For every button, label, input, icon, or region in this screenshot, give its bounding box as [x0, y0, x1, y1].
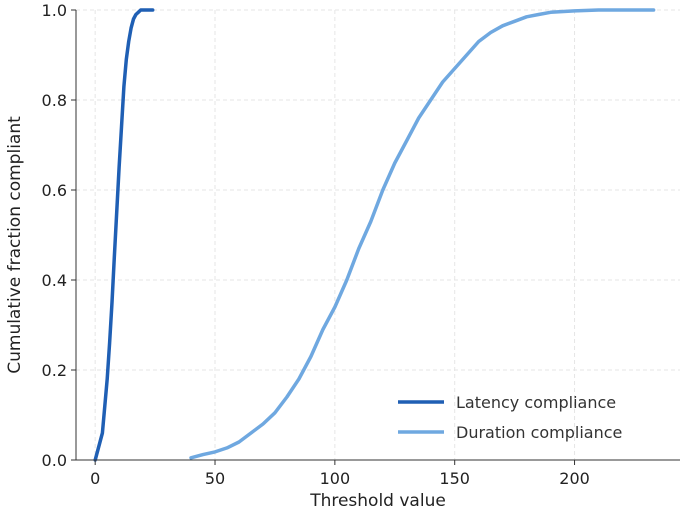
legend-label-duration-compliance: Duration compliance — [456, 423, 622, 442]
y-tick-label-5: 1.0 — [42, 1, 67, 20]
y-tick-label-3: 0.6 — [42, 181, 67, 200]
series-line-duration-compliance — [189, 8, 656, 460]
grid — [76, 9, 680, 461]
series-layer — [93, 8, 656, 462]
y-tick-label-2: 0.4 — [42, 271, 67, 290]
x-tick-label-2: 100 — [320, 469, 351, 488]
axes — [75, 10, 680, 461]
ticks: 0 50 100 150 200 0.0 0.2 0.4 0.6 0.8 1.0 — [42, 1, 590, 488]
x-tick-label-3: 150 — [439, 469, 470, 488]
legend-label-latency-compliance: Latency compliance — [456, 393, 616, 412]
y-tick-label-1: 0.2 — [42, 361, 67, 380]
y-axis-label: Cumulative fraction compliant — [5, 116, 25, 374]
x-axis-label: Threshold value — [309, 491, 446, 511]
y-tick-label-0: 0.0 — [42, 451, 67, 470]
legend: Latency compliance Duration compliance — [398, 393, 622, 442]
y-tick-label-4: 0.8 — [42, 91, 67, 110]
x-tick-label-0: 0 — [90, 469, 100, 488]
x-tick-label-4: 200 — [559, 469, 590, 488]
series-line-latency-compliance — [93, 8, 155, 462]
x-tick-label-1: 50 — [205, 469, 225, 488]
